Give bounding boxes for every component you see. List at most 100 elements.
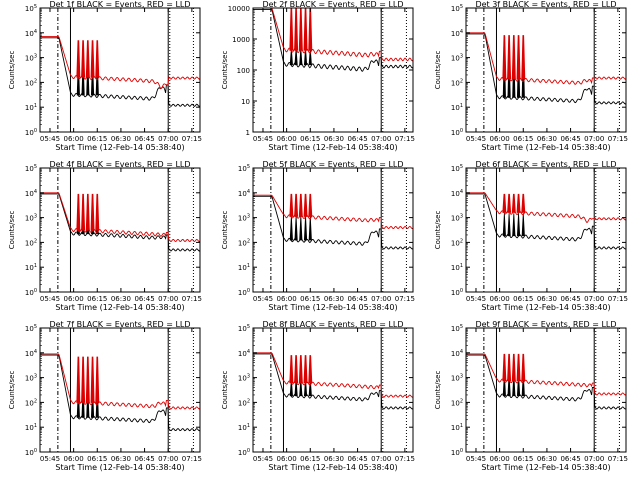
lld-spike — [76, 40, 81, 78]
events-spike — [294, 215, 298, 241]
events-series-line — [466, 33, 626, 105]
x-axis-label: Start Time (12-Feb-14 05:38:40) — [481, 303, 610, 312]
x-tick-label: 06:30 — [537, 295, 557, 303]
events-series-line — [40, 37, 200, 107]
lld-spike — [308, 8, 313, 51]
x-tick-label: 06:45 — [134, 455, 154, 463]
y-tick-label: 102 — [451, 78, 463, 87]
x-tick-label: 07:15 — [608, 135, 628, 143]
lld-spike — [90, 40, 95, 78]
y-tick-label: 10 — [241, 98, 250, 106]
panel-title: Det 6f BLACK = Events, RED = LLD — [475, 160, 616, 169]
lld-spike — [289, 193, 294, 217]
y-axis-label: Counts/sec — [221, 51, 229, 90]
x-tick-label: 07:15 — [395, 295, 415, 303]
lld-spike — [303, 8, 308, 51]
y-tick-label: 100 — [25, 288, 37, 297]
y-axis-label: Counts/sec — [434, 211, 442, 250]
y-tick-label: 100 — [238, 448, 250, 457]
x-tick-label: 06:00 — [64, 135, 84, 143]
y-tick-label: 102 — [25, 398, 37, 407]
y-tick-label: 102 — [238, 238, 250, 247]
y-tick-label: 102 — [25, 78, 37, 87]
lld-spike — [298, 193, 303, 217]
x-axis-label: Start Time (12-Feb-14 05:38:40) — [268, 303, 397, 312]
y-tick-label: 100 — [451, 288, 463, 297]
x-tick-label: 06:15 — [87, 455, 107, 463]
lld-spike — [308, 355, 313, 384]
lld-spike — [95, 40, 100, 78]
lld-spike — [521, 353, 526, 382]
events-spike — [299, 215, 303, 241]
events-spike — [516, 213, 521, 237]
x-tick-label: 06:15 — [300, 295, 320, 303]
events-series-line — [466, 193, 626, 250]
y-tick-label: 101 — [238, 423, 250, 432]
x-tick-label: 07:15 — [395, 455, 415, 463]
x-tick-label: 05:45 — [40, 295, 60, 303]
detector-panel: Det 4f BLACK = Events, RED = LLD Counts/s… — [8, 160, 202, 312]
detector-panel: Det 2f BLACK = Events, RED = LLD Counts/s… — [221, 0, 415, 152]
x-tick-label: 07:00 — [158, 295, 178, 303]
x-tick-label: 07:00 — [584, 295, 604, 303]
x-tick-label: 06:15 — [87, 295, 107, 303]
x-tick-label: 07:15 — [182, 135, 202, 143]
y-tick-label: 103 — [451, 374, 463, 383]
x-tick-label: 05:45 — [466, 455, 486, 463]
detector-panel: Det 1f BLACK = Events, RED = LLD Counts/s… — [8, 0, 202, 152]
x-tick-label: 07:00 — [371, 455, 391, 463]
y-axis-label: Counts/sec — [8, 371, 16, 410]
x-tick-label: 06:45 — [347, 135, 367, 143]
x-tick-label: 06:15 — [300, 135, 320, 143]
plot-frame — [39, 7, 201, 133]
lld-series-line — [253, 352, 413, 398]
lld-spike — [511, 193, 516, 213]
y-tick-label: 105 — [451, 324, 463, 333]
lld-spike — [95, 193, 100, 231]
lld-spike — [507, 35, 512, 80]
x-tick-label: 06:45 — [347, 455, 367, 463]
y-tick-label: 100 — [25, 448, 37, 457]
lld-series-line — [253, 194, 413, 230]
x-tick-label: 06:00 — [490, 455, 510, 463]
events-spike — [299, 48, 303, 66]
plot-frame — [465, 7, 627, 133]
x-tick-label: 06:30 — [537, 135, 557, 143]
lld-spike — [507, 193, 512, 213]
panel-title: Det 7f BLACK = Events, RED = LLD — [49, 320, 190, 329]
y-tick-label: 101 — [25, 423, 37, 432]
events-spike — [507, 213, 511, 237]
y-tick-label: 105 — [451, 4, 463, 13]
y-tick-label: 103 — [25, 374, 37, 383]
panel-title: Det 4f BLACK = Events, RED = LLD — [49, 160, 190, 169]
y-tick-label: 104 — [451, 189, 463, 198]
x-tick-label: 06:30 — [111, 135, 131, 143]
lld-spike — [294, 8, 299, 51]
y-tick-label: 102 — [238, 398, 250, 407]
x-axis-label: Start Time (12-Feb-14 05:38:40) — [55, 463, 184, 472]
plot-frame — [465, 167, 627, 293]
y-axis-label: Counts/sec — [8, 211, 16, 250]
y-tick-label: 104 — [238, 349, 250, 358]
y-tick-label: 104 — [25, 189, 37, 198]
lld-spike — [85, 356, 90, 403]
y-tick-label: 103 — [451, 214, 463, 223]
lld-spike — [81, 356, 86, 403]
lld-spike — [90, 193, 95, 231]
x-tick-label: 06:00 — [277, 135, 297, 143]
plot-frame — [252, 327, 414, 453]
events-spike — [512, 213, 516, 237]
x-tick-label: 06:30 — [324, 295, 344, 303]
lld-series-line — [40, 353, 200, 410]
y-tick-label: 104 — [451, 349, 463, 358]
y-tick-label: 103 — [238, 374, 250, 383]
events-series-line — [40, 354, 200, 432]
x-tick-label: 06:15 — [87, 135, 107, 143]
x-tick-label: 06:00 — [277, 295, 297, 303]
y-tick-label: 101 — [451, 423, 463, 432]
y-tick-label: 101 — [238, 263, 250, 272]
x-tick-label: 06:45 — [134, 135, 154, 143]
x-axis-label: Start Time (12-Feb-14 05:38:40) — [268, 143, 397, 152]
lld-spike — [294, 355, 299, 384]
